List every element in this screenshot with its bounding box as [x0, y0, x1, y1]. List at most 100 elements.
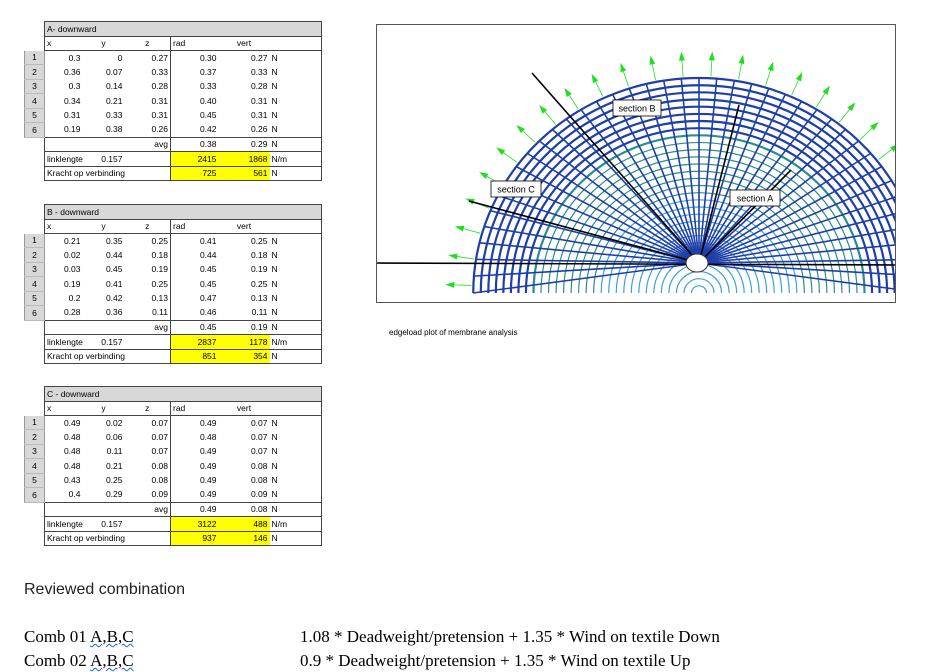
- avg-rad: 0.45: [170, 319, 219, 335]
- col-header-vert: vert: [218, 35, 270, 51]
- cell-vert: 0.08: [250, 460, 268, 471]
- table-row: 3 0.3 0.14 0.28 0.33 0.28 N: [24, 79, 355, 94]
- cell-unit: N: [269, 458, 323, 473]
- cell-x: 0.48: [44, 458, 83, 473]
- avg-label: avg: [124, 501, 171, 517]
- combination-formula: 0.9 * Deadweight/pretension + 1.35 * Win…: [300, 651, 691, 670]
- edge-load-arrowhead: [767, 61, 774, 72]
- edge-load-arrowhead: [678, 51, 685, 61]
- edge-load-arrowhead: [448, 253, 458, 260]
- mesh-radial: [698, 179, 892, 264]
- cell-unit: N: [269, 122, 323, 137]
- cell-vert: 0.26: [250, 124, 268, 135]
- cell-y: 0.42: [105, 293, 123, 303]
- mesh-radial: [476, 258, 700, 264]
- table-row: 6 0.4 0.29 0.09 0.49 0.09 N: [24, 487, 355, 503]
- cell-rad: 0.46: [170, 305, 219, 320]
- cell-unit: N: [269, 305, 323, 320]
- cell-rad: 0.49: [170, 444, 219, 459]
- table-row: 1 0.21 0.35 0.25 0.41 0.25 N: [24, 233, 355, 248]
- linklength-label: linklengte: [44, 334, 83, 349]
- cell-rad: 0.45: [170, 276, 219, 291]
- col-header-rad: rad: [170, 218, 219, 234]
- cell-vert: 0.28: [250, 81, 268, 91]
- force-unit: N: [269, 530, 323, 546]
- cell-y: 0.45: [105, 264, 123, 274]
- linklength-unit: N/m: [269, 516, 323, 531]
- cell-z: 0.26: [151, 124, 168, 135]
- table-a-downward: A- downward x y z rad vert 1 0.3 0 0.27 0.30…: [24, 21, 355, 181]
- avg-row: avg 0.49 0.08 N: [25, 501, 355, 517]
- table-body: 1 0.21 0.35 0.25 0.41 0.25 N 2 0.02 0.44 0.18 0.44…: [24, 233, 355, 364]
- avg-vert: 0.29: [218, 136, 270, 152]
- cell-y: 0.14: [105, 81, 123, 91]
- cell-x: 0.02: [44, 247, 83, 262]
- cell-x: 0.43: [44, 473, 83, 488]
- avg-unit: N: [269, 501, 323, 517]
- membrane-edgeload-figure: section B section C section A: [376, 24, 896, 303]
- cell-x: 0.19: [44, 122, 83, 137]
- cell-rad: 0.40: [170, 93, 219, 108]
- mesh-ring: [683, 278, 715, 294]
- svg-text:section A: section A: [737, 194, 774, 204]
- mesh-radial: [473, 262, 700, 277]
- col-header-z: z: [124, 400, 171, 416]
- edge-load-arrowhead: [591, 73, 599, 84]
- linklength-vert: 1178: [218, 334, 270, 349]
- row-number: 3: [24, 262, 45, 277]
- mesh-radial: [698, 88, 770, 264]
- row-number: 5: [24, 473, 45, 488]
- row-number: 2: [24, 64, 45, 80]
- cell-vert: 0.11: [251, 307, 268, 318]
- cell-vert: 0.19: [250, 264, 268, 274]
- cell-z: 0.25: [151, 235, 168, 246]
- cell-unit: N: [269, 233, 323, 248]
- row-number: 4: [24, 276, 45, 292]
- cell-x: 0.21: [44, 233, 83, 248]
- mesh-radial: [580, 109, 700, 264]
- combination-2: Comb 02 A,B,C 0.9 * Deadweight/pretension…: [24, 651, 691, 671]
- linklength-unit: N/m: [269, 334, 323, 349]
- cell-y: 0.35: [105, 235, 123, 246]
- cell-unit: N: [269, 429, 323, 444]
- avg-label: avg: [124, 136, 171, 152]
- edge-load-arrow: [894, 180, 895, 182]
- combination-1: Comb 01 A,B,C 1.08 * Deadweight/pretensio…: [24, 627, 720, 647]
- cell-z: 0.25: [151, 278, 168, 289]
- table-row: 1 0.49 0.02 0.07 0.49 0.07 N: [24, 415, 355, 430]
- table-row: 3 0.03 0.45 0.19 0.45 0.19 N: [24, 262, 355, 277]
- edge-load-arrowhead: [496, 147, 506, 156]
- cell-unit: N: [269, 79, 323, 94]
- cell-vert: 0.08: [250, 475, 268, 485]
- cell-rad: 0.33: [170, 79, 219, 94]
- cell-z: 0.09: [151, 489, 168, 500]
- combination-sections: A,B,C: [90, 627, 134, 646]
- svg-text:section B: section B: [618, 104, 655, 114]
- cell-rad: 0.48: [170, 429, 219, 444]
- linklength-rad: 3122: [170, 516, 219, 531]
- cell-rad: 0.42: [170, 122, 219, 137]
- edge-load-arrowhead: [847, 102, 856, 112]
- linklength-value: 0.157: [82, 516, 125, 531]
- mesh-radial: [698, 228, 895, 264]
- avg-rad: 0.49: [170, 501, 219, 517]
- cell-x: 0.48: [44, 444, 83, 459]
- cell-unit: N: [269, 64, 323, 79]
- cell-z: 0.07: [151, 417, 168, 428]
- col-header-rad: rad: [170, 35, 219, 51]
- row-number: 2: [24, 247, 45, 263]
- linklength-label: linklengte: [44, 516, 83, 531]
- force-rad: 851: [170, 348, 219, 364]
- force-vert: 354: [218, 348, 270, 364]
- mesh-radial: [515, 165, 700, 264]
- mesh-radial: [698, 262, 895, 290]
- cell-y: 0.36: [105, 307, 123, 318]
- cell-x: 0.28: [44, 305, 83, 320]
- cell-y: 0.11: [106, 446, 123, 456]
- avg-vert: 0.19: [218, 319, 270, 335]
- table-row: 4 0.34 0.21 0.31 0.40 0.31 N: [24, 93, 355, 109]
- linklength-unit: N/m: [269, 151, 323, 166]
- mesh-radial: [698, 80, 736, 264]
- avg-vert: 0.08: [218, 501, 270, 517]
- cell-z: 0.07: [151, 446, 168, 456]
